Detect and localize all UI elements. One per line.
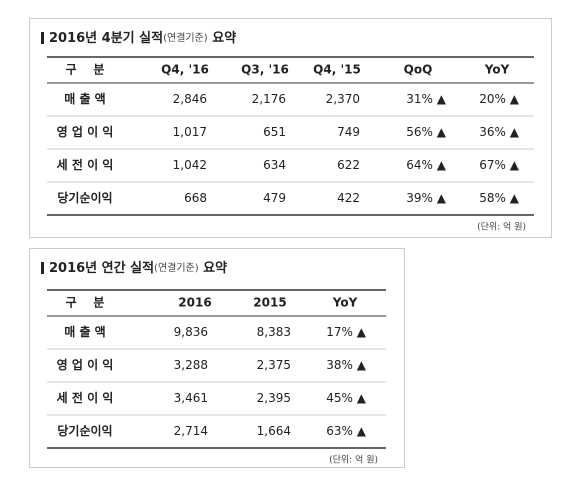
value-cell: 2,375 [257, 358, 291, 372]
value-cell: 2,395 [257, 391, 291, 405]
value-cell: 634 [263, 158, 286, 172]
unit-note: (단위: 억 원) [329, 454, 378, 466]
header-cell: 구 분 [66, 63, 105, 77]
value-cell: 749 [337, 125, 360, 139]
value-cell: 38% ▲ [326, 358, 366, 372]
panel [29, 18, 552, 238]
value-cell: 422 [337, 191, 360, 205]
header-cell: 2016 [178, 296, 211, 310]
value-cell: 1,042 [173, 158, 207, 172]
header-cell: Q4, '15 [313, 63, 361, 77]
value-cell: 20% ▲ [479, 92, 519, 106]
value-cell: 668 [184, 191, 207, 205]
unit-note: (단위: 억 원) [477, 221, 526, 233]
row-label: 세 전 이 익 [57, 157, 114, 172]
value-cell: 58% ▲ [479, 191, 519, 205]
value-cell: 64% ▲ [406, 158, 446, 172]
row-label: 당기순이익 [57, 423, 112, 438]
title-sub: (연결기준) [163, 32, 208, 44]
value-cell: 9,836 [174, 325, 208, 339]
value-cell: 36% ▲ [479, 125, 519, 139]
title-sub: (연결기준) [154, 262, 199, 274]
title-end: 요약 [199, 260, 227, 276]
value-cell: 56% ▲ [406, 125, 446, 139]
section-title: 2016년 연간 실적(연결기준) 요약 [49, 260, 227, 276]
row-label: 영 업 이 익 [57, 357, 114, 372]
value-cell: 1,017 [173, 125, 207, 139]
panel [29, 248, 405, 468]
header-cell: Q4, '16 [161, 63, 209, 77]
header-cell: YoY [484, 63, 510, 77]
value-cell: 39% ▲ [406, 191, 446, 205]
header-cell: 구 분 [66, 296, 105, 310]
section-title: 2016년 4분기 실적(연결기준) 요약 [49, 30, 236, 46]
row-label: 매 출 액 [64, 324, 105, 339]
value-cell: 1,664 [257, 424, 291, 438]
value-cell: 31% ▲ [406, 92, 446, 106]
header-cell: YoY [332, 296, 358, 310]
value-cell: 622 [337, 158, 360, 172]
header-cell: Q3, '16 [241, 63, 289, 77]
value-cell: 651 [263, 125, 286, 139]
value-cell: 3,461 [174, 391, 208, 405]
value-cell: 17% ▲ [326, 325, 366, 339]
value-cell: 2,176 [252, 92, 286, 106]
row-label: 영 업 이 익 [57, 124, 114, 139]
value-cell: 3,288 [174, 358, 208, 372]
title-main: 2016년 연간 실적 [49, 260, 154, 276]
value-cell: 45% ▲ [326, 391, 366, 405]
value-cell: 2,846 [173, 92, 207, 106]
value-cell: 479 [263, 191, 286, 205]
title-marker [41, 32, 44, 44]
row-label: 당기순이익 [57, 190, 112, 205]
row-label: 세 전 이 익 [57, 390, 114, 405]
title-marker [41, 262, 44, 274]
title-main: 2016년 4분기 실적 [49, 30, 163, 46]
row-label: 매 출 액 [64, 91, 105, 106]
value-cell: 67% ▲ [479, 158, 519, 172]
value-cell: 2,370 [326, 92, 360, 106]
header-cell: 2015 [253, 296, 286, 310]
value-cell: 8,383 [257, 325, 291, 339]
header-cell: QoQ [404, 63, 433, 77]
value-cell: 2,714 [174, 424, 208, 438]
value-cell: 63% ▲ [326, 424, 366, 438]
title-end: 요약 [208, 30, 236, 46]
